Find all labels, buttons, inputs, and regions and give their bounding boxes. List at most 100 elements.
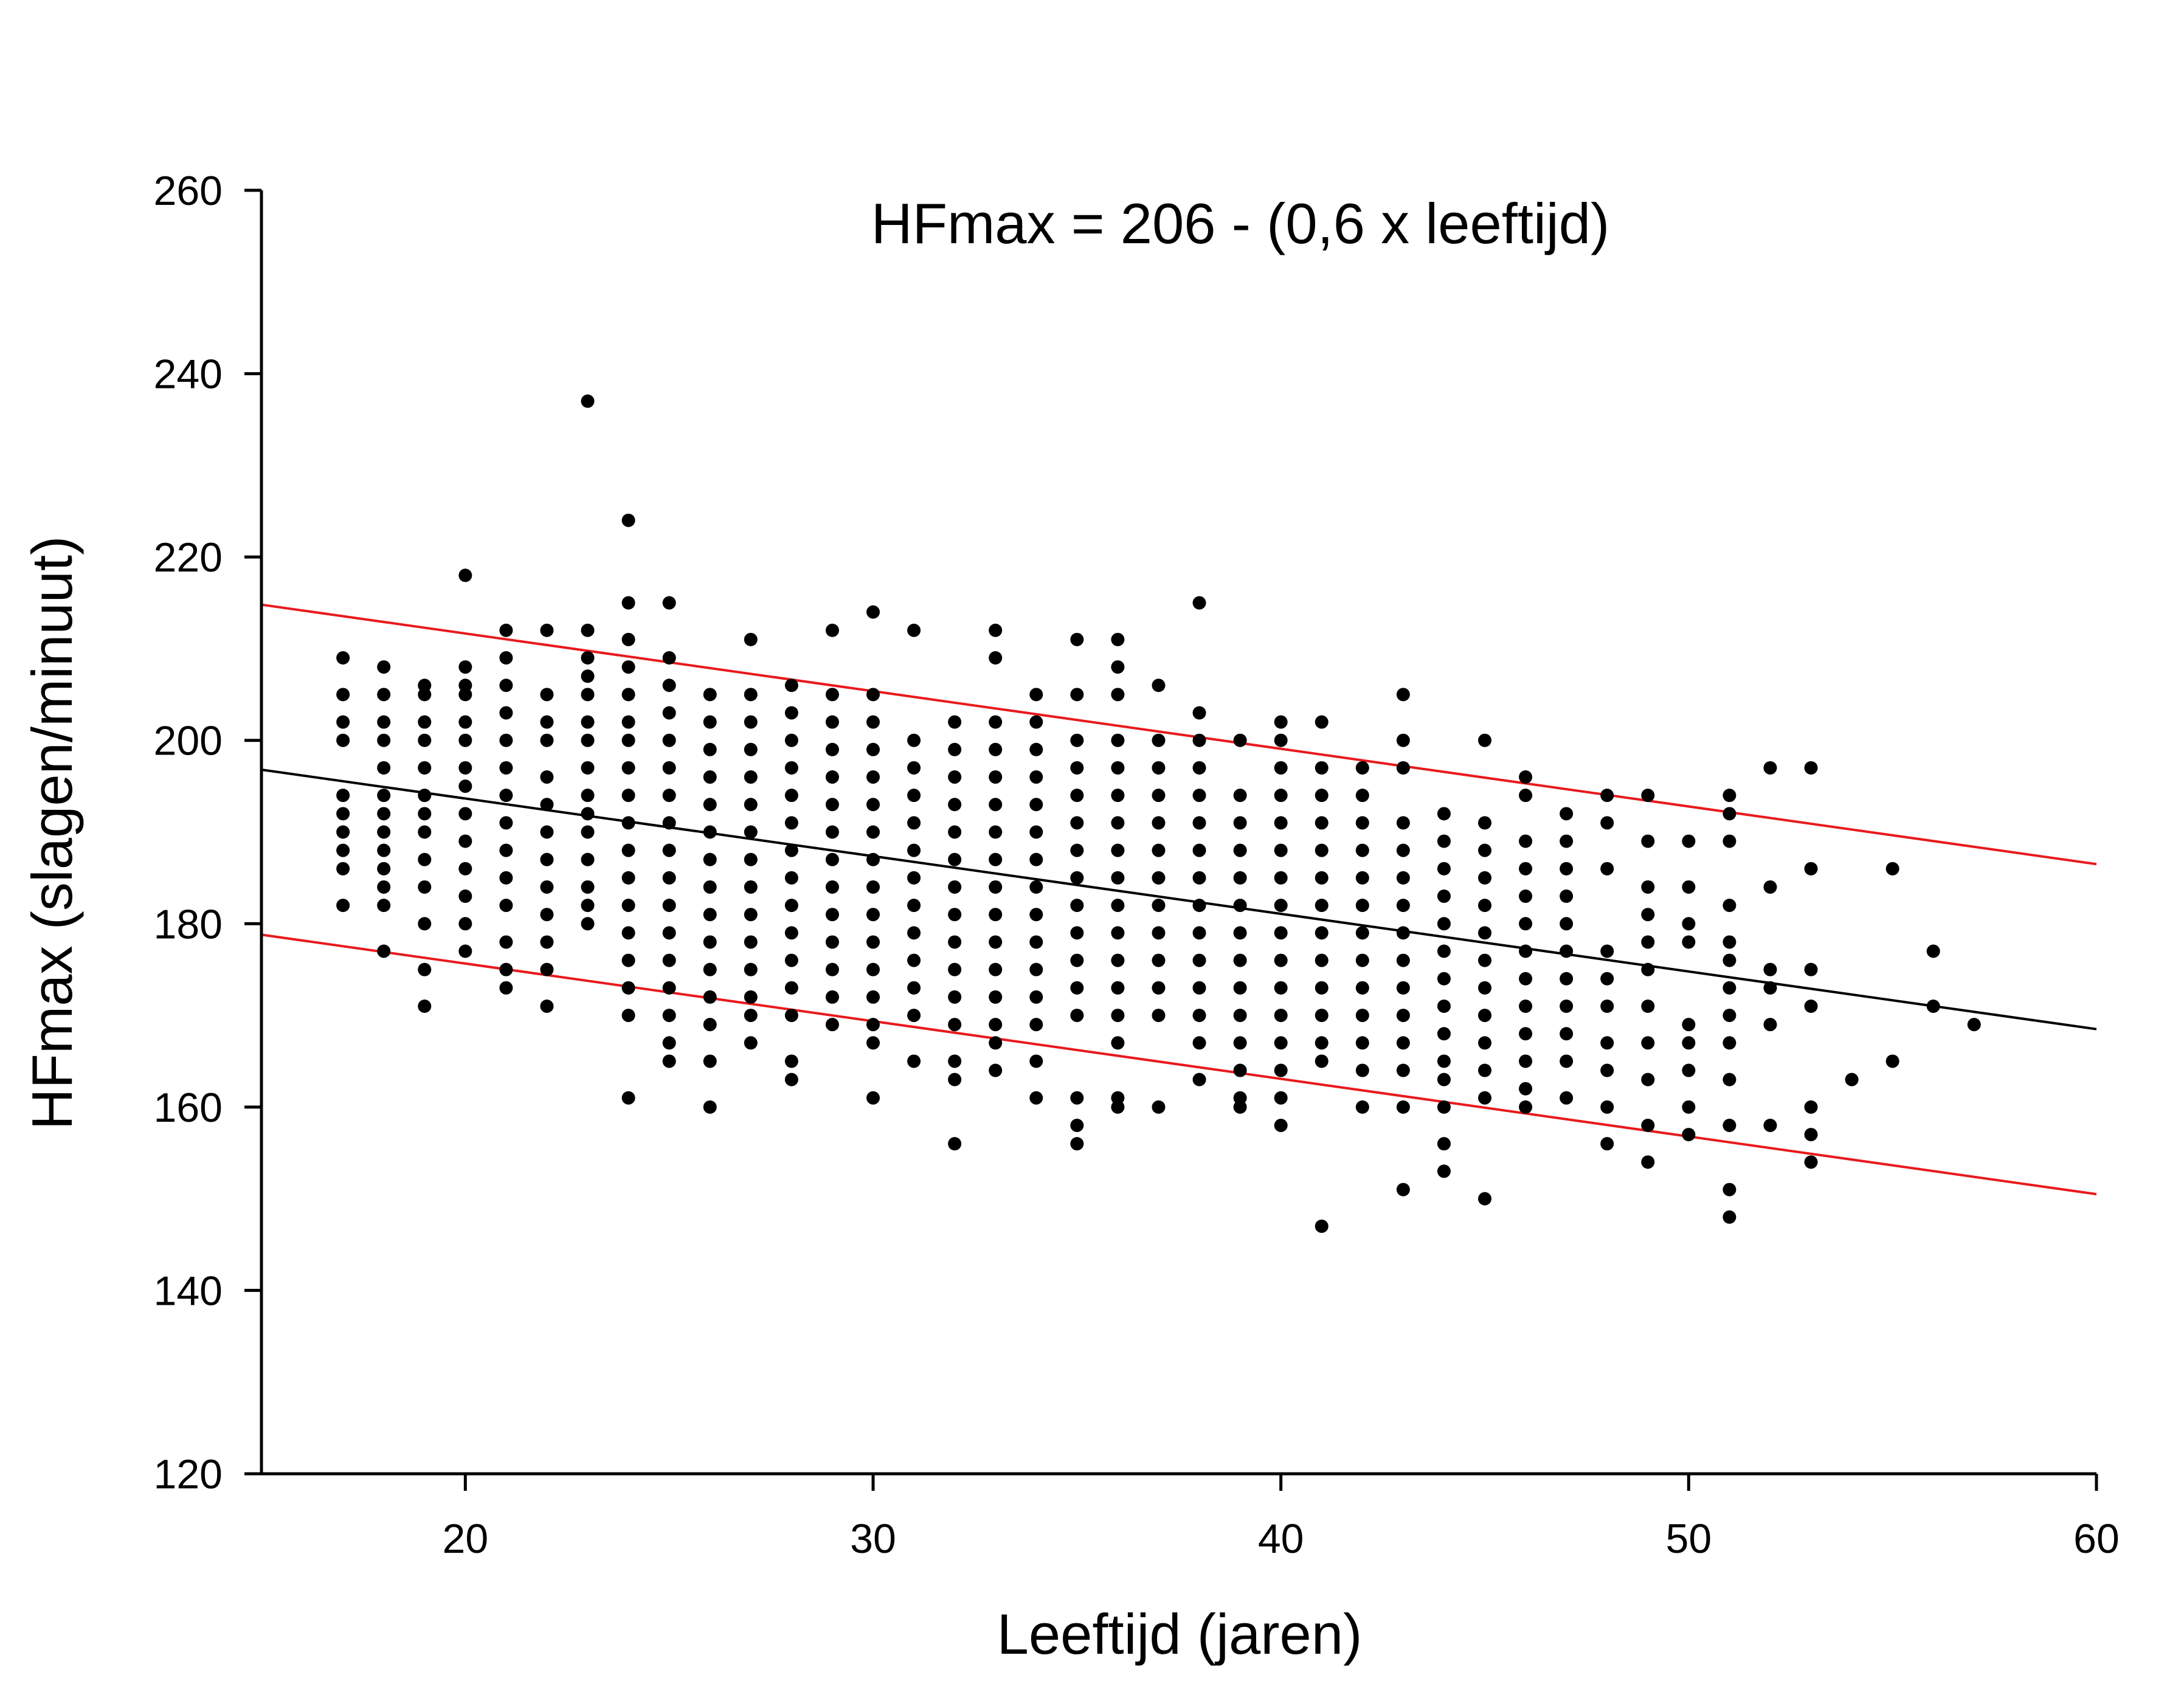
data-point xyxy=(581,688,595,702)
data-point xyxy=(1029,990,1043,1004)
data-point xyxy=(662,953,676,967)
data-point xyxy=(1070,953,1084,967)
data-point xyxy=(744,852,758,866)
data-point xyxy=(866,742,880,756)
data-point xyxy=(1478,1091,1491,1105)
data-point xyxy=(907,789,921,803)
data-point xyxy=(1315,789,1329,803)
data-point xyxy=(1723,1119,1736,1133)
data-point xyxy=(907,899,921,913)
data-point xyxy=(1315,1219,1329,1233)
data-point xyxy=(1152,1100,1166,1114)
data-point xyxy=(1152,843,1166,857)
data-point xyxy=(744,825,758,839)
data-point xyxy=(907,953,921,967)
data-point xyxy=(948,715,962,729)
data-point xyxy=(458,761,472,775)
data-point xyxy=(866,1018,880,1032)
data-point xyxy=(662,1009,676,1023)
data-point xyxy=(1967,1018,1981,1032)
data-point xyxy=(1804,1128,1818,1142)
data-point xyxy=(744,798,758,812)
data-point xyxy=(418,807,432,821)
data-point xyxy=(1682,1018,1696,1032)
data-point xyxy=(1274,953,1288,967)
data-point xyxy=(621,688,635,702)
data-point xyxy=(377,880,391,894)
data-point xyxy=(1478,1036,1491,1050)
data-point xyxy=(1437,1054,1451,1068)
data-point xyxy=(825,935,839,949)
data-point xyxy=(1560,1054,1574,1068)
data-point xyxy=(1355,1063,1369,1077)
data-point xyxy=(1029,1091,1043,1105)
data-point xyxy=(1355,1009,1369,1023)
data-point xyxy=(1519,972,1533,986)
data-point xyxy=(1233,953,1247,967)
data-point xyxy=(1111,733,1125,747)
data-point xyxy=(1478,981,1491,995)
data-point xyxy=(866,1091,880,1105)
data-point xyxy=(662,1036,676,1050)
data-point xyxy=(1519,770,1533,784)
data-point xyxy=(1641,1119,1655,1133)
data-point xyxy=(662,981,676,995)
data-point xyxy=(336,651,350,665)
data-point xyxy=(1070,761,1084,775)
data-point xyxy=(907,926,921,940)
data-point xyxy=(540,880,554,894)
data-point xyxy=(377,688,391,702)
x-axis-title: Leeftijd (jaren) xyxy=(997,1602,1363,1666)
data-point xyxy=(1641,935,1655,949)
data-point xyxy=(1111,816,1125,830)
data-point xyxy=(1437,1100,1451,1114)
data-point xyxy=(1478,926,1491,940)
data-point xyxy=(784,899,798,913)
data-point xyxy=(866,962,880,976)
data-point xyxy=(1274,926,1288,940)
data-point xyxy=(1029,880,1043,894)
data-point xyxy=(1600,1137,1614,1151)
data-point xyxy=(1600,972,1614,986)
data-point xyxy=(1600,999,1614,1013)
data-point xyxy=(825,1018,839,1032)
data-point xyxy=(1029,908,1043,922)
data-point xyxy=(1804,862,1818,876)
data-point xyxy=(703,770,717,784)
data-point xyxy=(1478,816,1491,830)
data-point xyxy=(1274,871,1288,885)
data-point xyxy=(581,825,595,839)
data-point xyxy=(458,889,472,903)
data-point xyxy=(744,1036,758,1050)
data-point xyxy=(1274,1091,1288,1105)
data-point xyxy=(1682,935,1696,949)
data-point xyxy=(784,926,798,940)
data-point xyxy=(662,871,676,885)
data-point xyxy=(703,962,717,976)
data-point xyxy=(825,852,839,866)
data-point xyxy=(1641,962,1655,976)
data-point xyxy=(458,834,472,848)
data-point xyxy=(581,852,595,866)
data-point xyxy=(866,990,880,1004)
data-point xyxy=(989,990,1003,1004)
data-point xyxy=(1396,1100,1410,1114)
data-point xyxy=(907,816,921,830)
data-point xyxy=(1070,733,1084,747)
data-point xyxy=(1519,944,1533,958)
data-point xyxy=(989,770,1003,784)
data-point xyxy=(1315,953,1329,967)
data-point xyxy=(1355,871,1369,885)
y-axis-title: HFmax (slagen/minuut) xyxy=(20,536,84,1130)
data-point xyxy=(1111,926,1125,940)
data-point xyxy=(1111,899,1125,913)
data-point xyxy=(1233,843,1247,857)
data-point xyxy=(418,789,432,803)
data-point xyxy=(662,679,676,693)
data-point xyxy=(621,596,635,610)
data-point xyxy=(1029,825,1043,839)
data-point xyxy=(989,623,1003,637)
data-point xyxy=(1070,789,1084,803)
data-point xyxy=(499,899,513,913)
data-point xyxy=(662,596,676,610)
